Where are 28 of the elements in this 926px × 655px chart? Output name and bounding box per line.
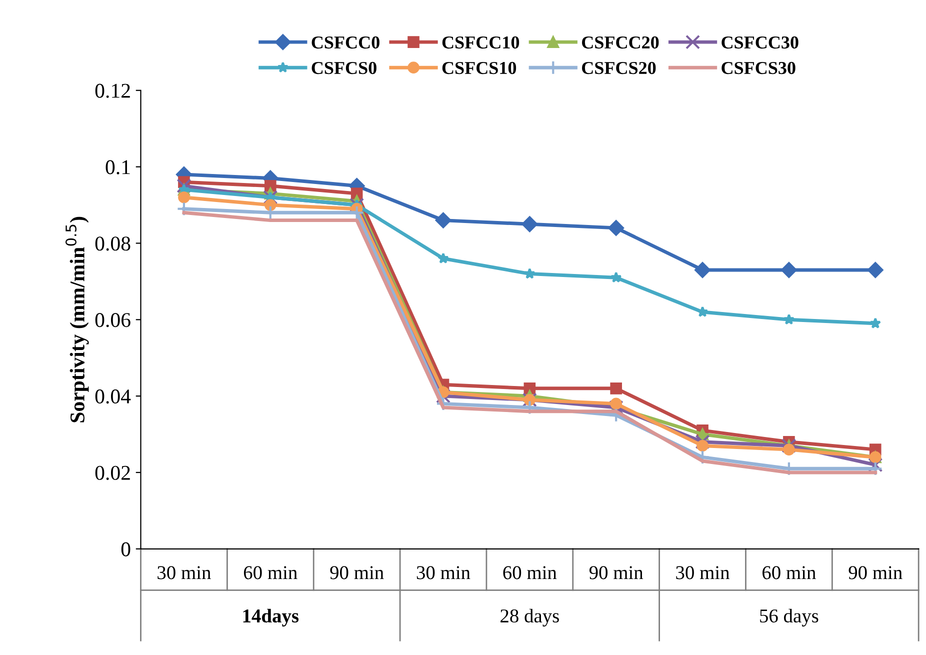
x-tick-label: 60 min xyxy=(503,566,557,580)
x-tick-label: 90 min xyxy=(330,566,384,580)
legend-label: CSFCS20 xyxy=(582,62,656,74)
legend-label: CSFCS10 xyxy=(442,62,516,74)
legend-label: CSFCS0 xyxy=(312,62,376,74)
x-tick-label: 30 min xyxy=(676,566,730,580)
y-tick-label: 0.04 xyxy=(95,389,131,404)
y-axis-title: Sorptivity (mm/min$^{0.5}$) xyxy=(65,216,89,422)
legend-label: CSFCC10 xyxy=(442,36,520,49)
legend-label: CSFCC0 xyxy=(312,36,380,49)
text: 14days xyxy=(243,608,299,627)
x-tick-label: 90 min xyxy=(589,566,644,580)
x-tick-label: 30 min xyxy=(416,566,470,580)
y-tick-label: 0.02 xyxy=(95,466,130,480)
y-tick-label: 0.06 xyxy=(95,313,130,328)
x-tick-label: 60 min xyxy=(244,566,298,580)
legend-label: CSFCC20 xyxy=(582,36,659,49)
y-tick-label: 0 xyxy=(121,542,130,556)
x-tick-label: 90 min xyxy=(848,566,902,580)
y-tick-label: 0.1 xyxy=(106,160,130,174)
y-tick-label: 0.08 xyxy=(95,236,130,251)
text: 28 days xyxy=(500,608,559,627)
legend-label: CSFCS30 xyxy=(722,62,796,74)
y-tick-label: 0.12 xyxy=(95,84,130,98)
legend-label: CSFCC30 xyxy=(722,36,798,49)
text: 56 days xyxy=(760,608,818,627)
x-tick-label: 30 min xyxy=(158,566,211,580)
x-tick-label: 60 min xyxy=(762,566,816,580)
